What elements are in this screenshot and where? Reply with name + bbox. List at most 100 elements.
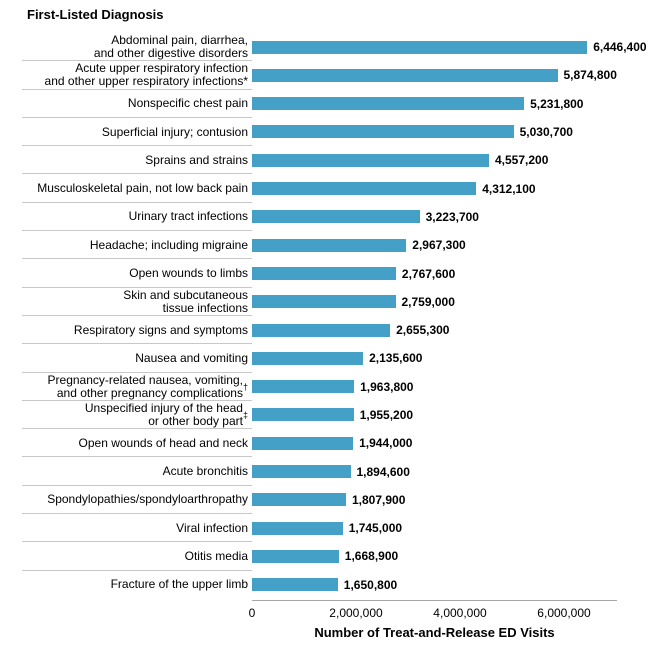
bar bbox=[252, 68, 558, 82]
value-label: 1,944,000 bbox=[359, 436, 413, 451]
chart-row: Unspecified injury of the head or other b… bbox=[0, 401, 654, 430]
value-label: 5,231,800 bbox=[530, 96, 584, 111]
row-separator bbox=[22, 230, 252, 232]
x-axis-title: Number of Treat-and-Release ED Visits bbox=[314, 625, 555, 640]
bar bbox=[252, 97, 525, 111]
value-label: 5,874,800 bbox=[563, 68, 617, 83]
x-axis-tick-label: 0 bbox=[248, 606, 256, 620]
chart-row: Abdominal pain, diarrhea, and other diges… bbox=[0, 33, 654, 62]
value-label: 6,446,400 bbox=[593, 40, 647, 55]
chart-row: Pregnancy-related nausea, vomiting, and o… bbox=[0, 373, 654, 401]
row-separator bbox=[22, 173, 252, 175]
category-label: Sprains and strains bbox=[145, 152, 248, 167]
category-label: Respiratory signs and symptoms bbox=[73, 322, 248, 337]
bar bbox=[252, 153, 489, 167]
row-separator bbox=[22, 145, 252, 147]
category-label: Pregnancy-related nausea, vomiting, and o… bbox=[47, 372, 248, 400]
category-label: Acute bronchitis bbox=[162, 464, 248, 479]
value-label: 1,955,200 bbox=[359, 408, 414, 422]
row-separator bbox=[22, 88, 252, 90]
row-separator bbox=[22, 569, 252, 571]
category-label: Urinary tract infections bbox=[128, 209, 248, 224]
category-label: Nonspecific chest pain bbox=[127, 96, 248, 111]
value-label: 3,223,700 bbox=[425, 209, 479, 224]
value-label: 4,312,100 bbox=[482, 181, 536, 196]
category-label: Acute upper respiratory infection and oth… bbox=[44, 61, 248, 89]
category-label: Musculoskeletal pain, not low back pain bbox=[37, 181, 248, 196]
row-separator bbox=[22, 201, 252, 203]
category-label: Superficial injury; contusion bbox=[101, 124, 248, 139]
row-separator bbox=[22, 428, 252, 430]
value-label: 2,135,600 bbox=[369, 351, 423, 366]
chart-row: Musculoskeletal pain, not low back pain 4… bbox=[0, 174, 654, 203]
value-label: 1,894,600 bbox=[356, 464, 410, 479]
value-label: 1,963,800 bbox=[360, 379, 414, 394]
row-separator bbox=[22, 513, 252, 515]
category-label: Skin and subcutaneous tissue infections bbox=[123, 287, 248, 315]
value-label: 1,668,900 bbox=[344, 549, 399, 564]
category-label: Headache; including migraine bbox=[89, 237, 248, 252]
row-separator bbox=[22, 314, 252, 316]
chart-row: Nonspecific chest pain 5,231,800 bbox=[0, 90, 654, 118]
value-label: 4,557,200 bbox=[495, 153, 549, 168]
bar bbox=[252, 578, 338, 592]
bar bbox=[252, 182, 477, 196]
row-separator bbox=[22, 456, 252, 458]
chart-row: Spondylopathies/spondyloarthropathy 1,807… bbox=[0, 486, 654, 515]
row-separator bbox=[22, 286, 252, 288]
value-label: 2,655,300 bbox=[396, 323, 450, 338]
bar bbox=[252, 493, 346, 507]
bar bbox=[252, 40, 588, 54]
x-axis-line bbox=[252, 600, 617, 601]
bar bbox=[252, 323, 391, 337]
category-label: Nausea and vomiting bbox=[135, 350, 248, 365]
value-label: 2,967,300 bbox=[412, 238, 466, 253]
bar bbox=[252, 408, 354, 422]
row-separator bbox=[22, 343, 252, 345]
value-label: 1,650,800 bbox=[343, 577, 398, 592]
row-separator bbox=[22, 60, 252, 62]
row-separator bbox=[22, 116, 252, 118]
bar bbox=[252, 210, 420, 224]
category-label: Fracture of the upper limb bbox=[110, 577, 248, 592]
chart-row: Acute bronchitis 1,894,600 bbox=[0, 457, 654, 486]
bar-chart-plot-area: Abdominal pain, diarrhea, and other diges… bbox=[0, 33, 654, 599]
bar bbox=[252, 125, 514, 139]
chart-row: Sprains and strains 4,557,200 bbox=[0, 146, 654, 175]
bar bbox=[252, 436, 354, 450]
chart-row: Nausea and vomiting 2,135,600 bbox=[0, 344, 654, 373]
x-axis-tick-label: 2,000,000 bbox=[329, 606, 383, 620]
row-separator bbox=[22, 399, 252, 401]
category-label: Open wounds to limbs bbox=[129, 266, 248, 281]
chart-row: Respiratory signs and symptoms 2,655,300 bbox=[0, 316, 654, 345]
bar bbox=[252, 549, 339, 563]
chart-row: Acute upper respiratory infection and oth… bbox=[0, 61, 654, 90]
category-label: Otitis media bbox=[184, 548, 248, 563]
bar bbox=[252, 351, 364, 365]
x-axis-tick-labels: 0 2,000,000 4,000,000 6,000,000 bbox=[0, 606, 654, 622]
value-label: 5,030,700 bbox=[519, 125, 573, 140]
value-label: 2,759,000 bbox=[401, 294, 455, 309]
chart-row: Open wounds of head and neck 1,944,000 bbox=[0, 429, 654, 458]
category-label: Spondylopathies/spondyloarthropathy bbox=[47, 492, 248, 507]
chart-row: Superficial injury; contusion 5,030,700 bbox=[0, 118, 654, 147]
chart-row: Viral infection 1,745,000 bbox=[0, 514, 654, 543]
chart-row: Headache; including migraine 2,967,300 bbox=[0, 231, 654, 260]
bar bbox=[252, 521, 343, 535]
category-label: Viral infection bbox=[176, 520, 248, 535]
x-axis-tick-label: 4,000,000 bbox=[433, 606, 487, 620]
row-separator bbox=[22, 371, 252, 373]
value-label: 1,807,900 bbox=[352, 492, 406, 507]
bar bbox=[252, 465, 351, 479]
chart-row: Fracture of the upper limb 1,650,800 bbox=[0, 571, 654, 599]
x-axis-tick-label: 6,000,000 bbox=[537, 606, 591, 620]
chart-row: Urinary tract infections 3,223,700 bbox=[0, 203, 654, 232]
row-separator bbox=[22, 541, 252, 543]
category-label: Abdominal pain, diarrhea, and other diges… bbox=[93, 33, 248, 61]
bar bbox=[252, 266, 396, 280]
value-label: 2,767,600 bbox=[401, 266, 456, 281]
bar bbox=[252, 238, 407, 252]
chart-row: Open wounds to limbs 2,767,600 bbox=[0, 259, 654, 288]
row-separator bbox=[22, 484, 252, 486]
category-label: Open wounds of head and neck bbox=[78, 435, 248, 450]
